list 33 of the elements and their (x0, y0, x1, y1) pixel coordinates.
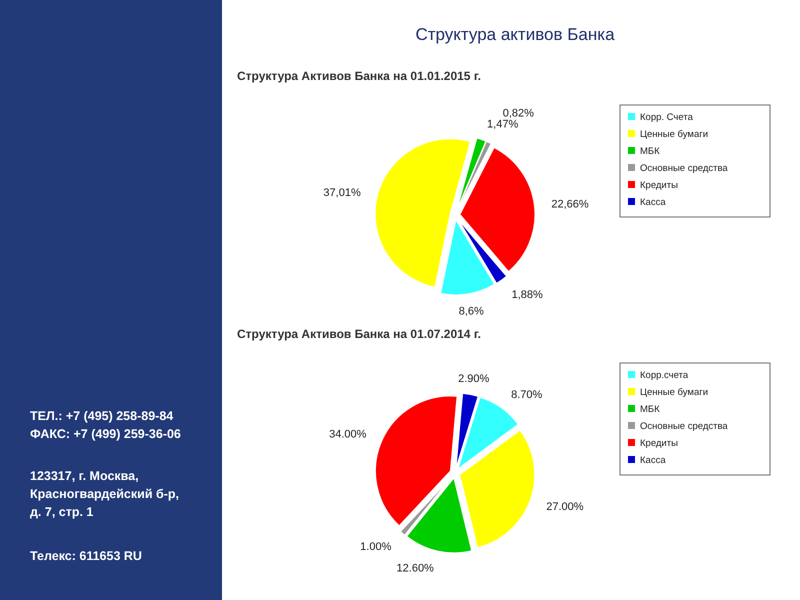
legend-label: Касса (640, 197, 666, 208)
data-label: 27.00% (546, 501, 584, 514)
legend-label: Касса (640, 455, 666, 466)
data-label: 1,88% (512, 288, 544, 301)
legend-label: МБК (640, 146, 660, 157)
data-label: 37,01% (323, 187, 361, 200)
data-label: 8.70% (511, 388, 543, 401)
data-label: 34.00% (329, 428, 367, 440)
data-label: 1,47% (487, 118, 518, 130)
data-label: 0,82% (502, 108, 534, 120)
data-label: 8,6% (458, 306, 484, 318)
chart-title: Структура Активов Банка на 01.01.2015 г. (237, 69, 481, 83)
data-label: 12.60% (396, 562, 434, 575)
legend-label: Ценные бумаги (640, 129, 708, 140)
text: ФАКС: +7 (499) 259-36-06 (30, 427, 181, 441)
legend-label: МБК (640, 404, 660, 415)
legend-label: Кредиты (640, 180, 678, 191)
text: ТЕЛ.: +7 (495) 258-89-84 (30, 409, 174, 423)
chart-title: Структура Активов Банка на 01.07.2014 г. (237, 327, 481, 341)
legend-label: Основные средства (640, 163, 728, 174)
text: д. 7, стр. 1 (30, 505, 94, 519)
text: Красногвардейский б-р, (30, 487, 179, 501)
legend-label: Корр. Счета (640, 112, 694, 123)
data-label: 2.90% (458, 372, 490, 385)
data-label: 1.00% (360, 541, 392, 554)
text: 123317, г. Москва, (30, 469, 139, 483)
legend-label: Корр.счета (640, 370, 689, 381)
text: Структура активов Банка (415, 25, 616, 44)
legend-label: Кредиты (640, 438, 678, 449)
legend-label: Основные средства (640, 421, 728, 432)
text: Телекс: 611653 RU (30, 549, 142, 563)
legend-label: Ценные бумаги (640, 387, 708, 398)
data-label: 22,66% (551, 198, 589, 211)
